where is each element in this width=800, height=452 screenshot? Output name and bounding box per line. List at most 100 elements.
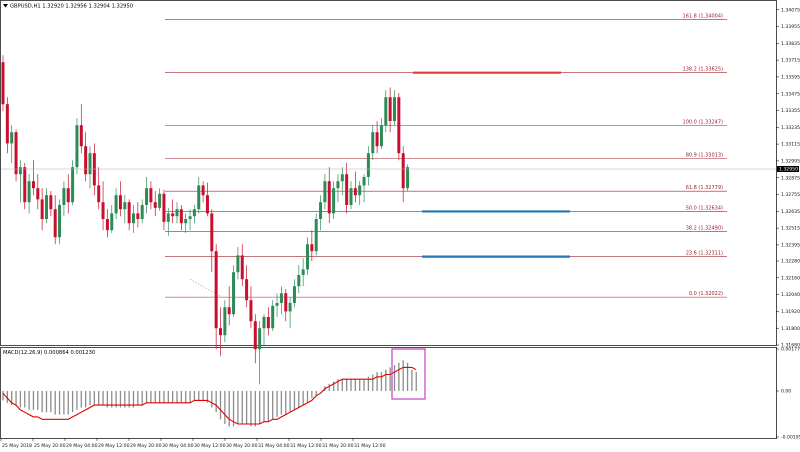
chart-header[interactable]: GBPUSD,H1 1.32920 1.32956 1.32904 1.3295…: [3, 4, 133, 10]
candle-body: [31, 181, 35, 189]
candle-body: [358, 185, 362, 196]
candle-body: [58, 205, 62, 238]
candle-body: [210, 213, 214, 252]
price-tick-label: 1.32755: [781, 192, 800, 198]
candle-body: [306, 244, 309, 270]
highlight-box: [391, 348, 426, 400]
candle-body: [123, 202, 127, 210]
candle-body: [114, 195, 118, 214]
candle-body: [23, 167, 27, 203]
fibo-level-label: 50.0 (1.32634): [686, 205, 723, 211]
candle-body: [149, 188, 153, 203]
fibo-level-label: 80.9 (1.33013): [686, 152, 723, 158]
fibo-level-label: 161.8 (1.34004): [683, 14, 724, 20]
price-axis: 1.34075 1.33955 1.33835 1.33715 1.33595 1.334…: [776, 7, 800, 349]
candle-body: [110, 213, 114, 231]
candle-body: [393, 97, 396, 121]
candle-body: [192, 209, 196, 217]
highlight-lines[interactable]: [413, 71, 570, 258]
candle-body: [388, 97, 392, 121]
macd-axis: 0.001779 0.00 -0.001950: [776, 347, 800, 441]
candle-body: [97, 185, 101, 203]
candle-body: [45, 195, 48, 219]
price-tick-label: 1.32160: [781, 275, 800, 281]
macd-tick-label: -0.001950: [781, 435, 800, 441]
candle-body: [158, 193, 162, 208]
candlesticks: [1, 55, 410, 385]
candle-body: [1, 62, 5, 105]
candle-body: [49, 195, 53, 210]
candle-body: [205, 195, 209, 214]
candle-body: [227, 307, 231, 315]
candle-body: [327, 181, 331, 214]
candle-body: [5, 104, 9, 144]
fibonacci-levels[interactable]: 161.8 (1.34004) 138.2 (1.33625) 100.0 (1.3…: [165, 14, 727, 298]
macd-panel-frame: [0, 347, 777, 439]
price-tick-label: 1.33355: [781, 108, 800, 114]
candle-body: [201, 185, 205, 196]
candle-body: [101, 202, 105, 219]
time-tick-label: 30 May 20:00: [226, 443, 258, 449]
candle-body: [14, 132, 18, 175]
candle-body: [292, 286, 296, 303]
price-tick-label: 1.34075: [781, 7, 800, 13]
candle-body: [375, 132, 379, 147]
candle-body: [53, 209, 57, 238]
candle-body: [275, 303, 279, 306]
candle-body: [249, 300, 253, 322]
candle-body: [84, 146, 88, 175]
price-tick-label: 1.32995: [781, 159, 800, 165]
time-tick-label: 31 May 12:00: [354, 443, 386, 449]
price-tick-label: 1.33955: [781, 24, 800, 30]
candle-body: [88, 153, 92, 175]
price-tick-label: 1.32280: [781, 259, 800, 265]
candle-body: [145, 188, 149, 205]
candle-body: [162, 193, 166, 222]
price-tick-label: 1.32515: [781, 226, 800, 232]
price-tick-label: 1.33115: [781, 142, 800, 148]
candle-body: [36, 188, 40, 200]
candle-body: [349, 188, 353, 205]
time-tick-label: 25 May 2018: [2, 443, 32, 449]
candle-body: [153, 202, 157, 208]
candle-body: [184, 219, 188, 224]
candle-body: [105, 219, 109, 231]
candle-body: [258, 328, 262, 350]
candle-body: [301, 269, 305, 275]
macd-tick-label: 0.00: [781, 389, 791, 395]
candle-body: [92, 153, 96, 186]
candle-body: [362, 177, 366, 186]
time-tick-label: 29 May 04:00: [66, 443, 98, 449]
candle-body: [297, 275, 301, 287]
price-tick-label: 1.32395: [781, 243, 800, 249]
macd-tick-label: 0.001779: [781, 347, 800, 353]
price-tick-label: 1.31800: [781, 326, 800, 332]
candle-body: [179, 209, 183, 224]
candle-body: [71, 167, 75, 203]
candle-body: [353, 188, 357, 196]
candle-body: [401, 153, 405, 189]
symbol-info: GBPUSD,H1 1.32920 1.32956 1.32904 1.3295…: [10, 4, 133, 10]
candle-body: [271, 305, 275, 329]
candle-body: [332, 188, 336, 214]
candle-body: [140, 205, 144, 219]
fibo-level-label: 100.0 (1.33247): [683, 120, 724, 126]
candle-body: [197, 185, 201, 210]
candle-body: [366, 153, 370, 177]
price-tick-label: 1.32635: [781, 209, 800, 215]
candle-body: [314, 219, 318, 252]
price-badge-text: 1.32950: [779, 167, 798, 173]
fibo-level-label: 138.2 (1.33625): [683, 67, 724, 73]
time-axis: 25 May 2018 25 May 20:00 29 May 04:00 29 Ma…: [0, 438, 386, 449]
candle-body: [232, 272, 236, 315]
current-price-badge: 1.32950: [1, 166, 799, 173]
candle-body: [406, 167, 410, 189]
time-tick-label: 31 May 20:00: [322, 443, 354, 449]
candle-body: [384, 97, 388, 126]
candle-body: [40, 199, 44, 219]
candle-body: [175, 209, 179, 217]
triangle-down-icon[interactable]: [3, 4, 8, 8]
candle-body: [245, 279, 249, 301]
time-tick-label: 31 May 12:00: [290, 443, 322, 449]
